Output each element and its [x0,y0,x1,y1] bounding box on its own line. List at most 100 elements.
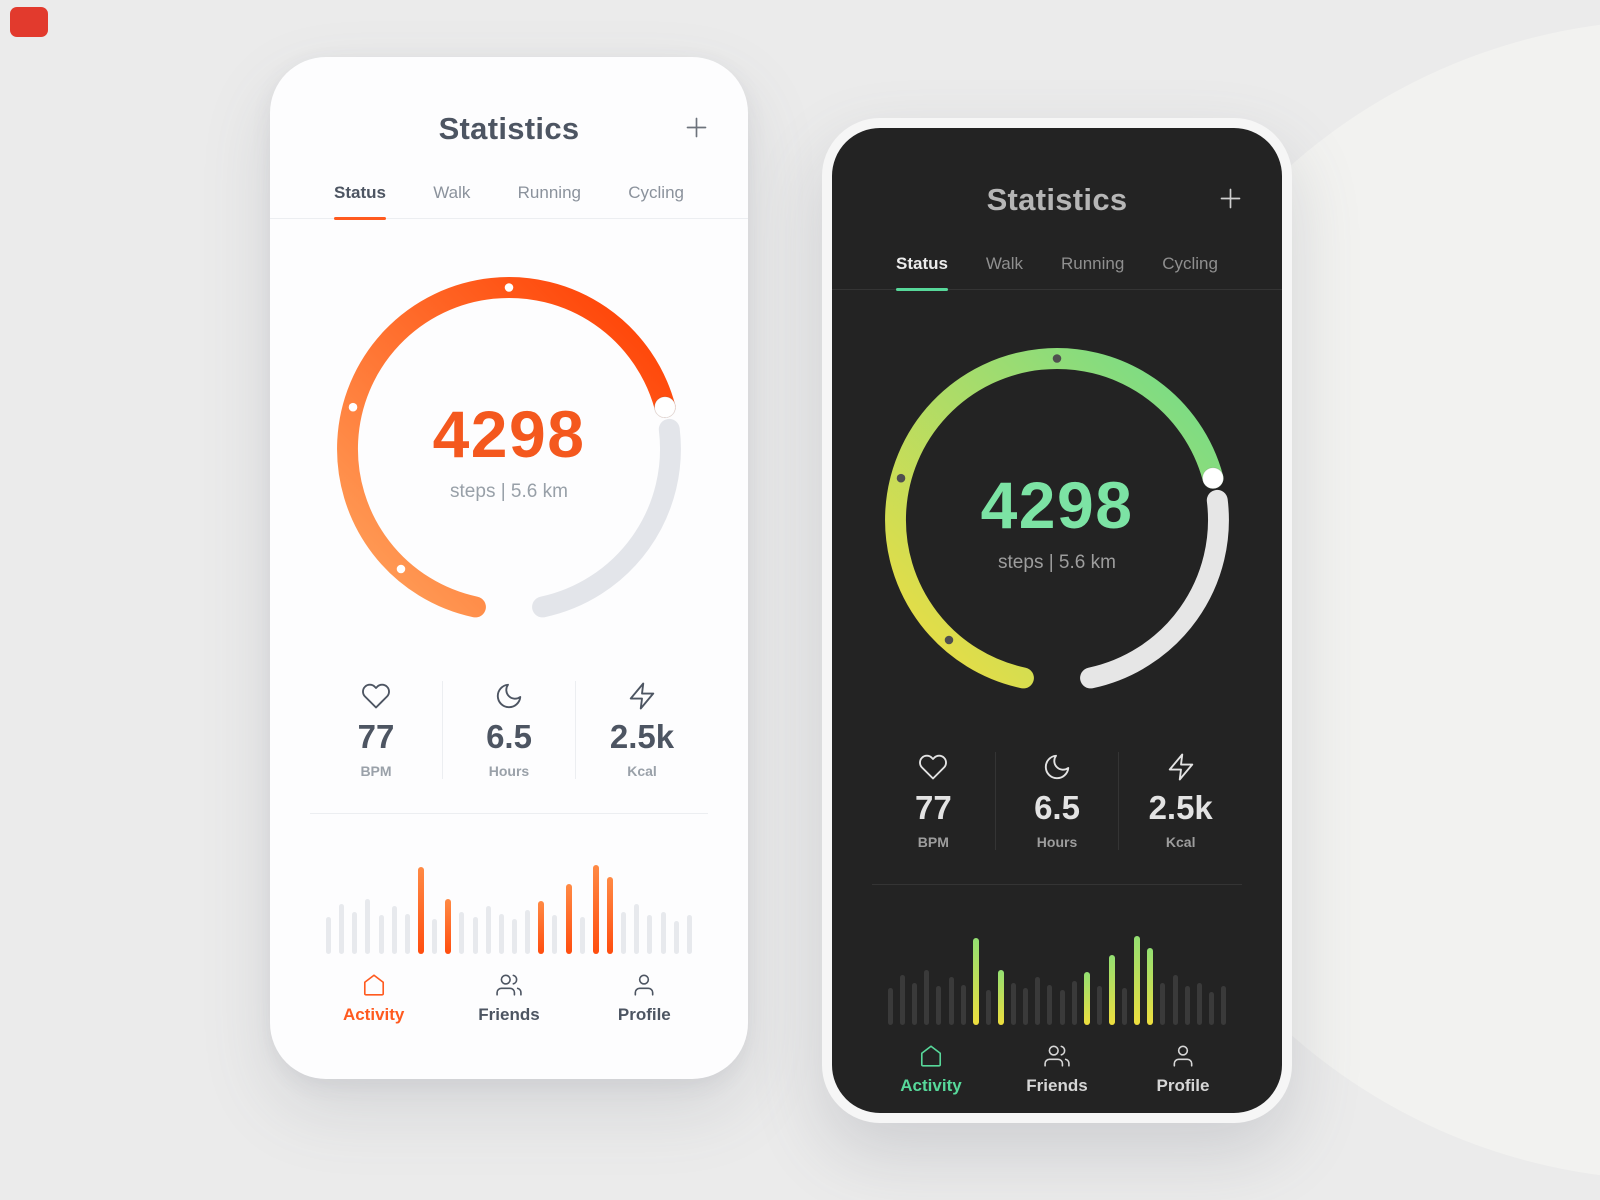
heart-icon [919,754,948,780]
chart-bar [1208,991,1214,1025]
chart-bar [660,911,666,954]
chart-bar [472,917,478,954]
nav-friends[interactable]: Friends [994,1043,1120,1096]
friends-icon [496,974,522,996]
add-button[interactable] [1212,180,1248,216]
chart-bar [1071,980,1077,1025]
steps-subtitle: steps | 5.6 km [450,480,568,502]
chart-bar [552,915,558,954]
home-icon [920,1045,942,1067]
chart-bar [606,876,613,954]
nav-friends[interactable]: Friends [441,972,576,1025]
progress-ring: 4298 steps | 5.6 km [319,259,699,639]
divider [310,813,708,814]
chart-bar [948,977,954,1025]
stat-heart-rate: 77 BPM [872,752,995,850]
chart-bar [339,904,345,954]
nav-label: Friends [478,1005,540,1024]
progress-ring: 4298 steps | 5.6 km [867,330,1247,710]
ring-center: 4298 steps | 5.6 km [319,259,699,639]
chart-bar [592,864,599,954]
stat-label: BPM [360,763,392,779]
stat-value: 6.5 [1034,789,1080,826]
nav-activity[interactable]: Activity [306,972,441,1025]
nav-profile[interactable]: Profile [577,972,712,1025]
chart-bar [912,982,918,1025]
stat-label: Hours [488,763,530,779]
stat-sleep-hours: 6.5 Hours [994,752,1119,850]
stat-calories: 2.5k Kcal [1118,752,1242,850]
chart-bar [1023,988,1029,1025]
home-icon [363,974,384,996]
chart-bar [673,920,679,954]
nav-label: Profile [1156,1076,1210,1095]
chart-bar [404,913,410,954]
ring-knob [654,396,676,419]
profile-icon [634,974,654,996]
stat-label: Kcal [627,763,657,779]
chart-bar [997,969,1004,1025]
chart-bar [634,904,640,954]
ring-knob [1202,467,1224,490]
chart-bar [565,884,572,954]
chart-bar [432,919,438,954]
chart-bar [326,917,331,954]
tab-bar: Status Walk Running Cycling [832,254,1282,290]
chart-bar [1108,955,1115,1025]
tab-cycling[interactable]: Cycling [628,183,684,202]
stat-sleep-hours: 6.5 Hours [442,681,575,779]
tab-status[interactable]: Status [896,254,948,289]
header: Statistics [832,128,1282,222]
stat-calories: 2.5k Kcal [575,681,708,779]
steps-value: 4298 [980,467,1134,542]
chart-bar [445,898,452,954]
activity-bar-chart [326,862,692,954]
tab-bar: Status Walk Running Cycling [270,183,748,219]
nav-activity[interactable]: Activity [868,1043,994,1096]
tab-walk[interactable]: Walk [985,254,1024,273]
chart-bar [417,866,424,954]
tab-running[interactable]: Running [517,183,581,202]
stat-heart-rate: 77 BPM [310,681,442,779]
chart-bar [1096,986,1102,1025]
stat-value: 77 [357,718,395,755]
tab-cycling[interactable]: Cycling [1162,254,1218,273]
chart-bar [1160,982,1166,1025]
tab-running[interactable]: Running [1060,254,1125,273]
phone-dark: Statistics Status Walk Running Cycling [822,118,1292,1123]
chart-bar [511,919,517,954]
page-title: Statistics [986,182,1128,217]
chart-bar [1147,947,1154,1025]
plus-icon [686,117,706,137]
stat-label: BPM [917,834,949,850]
nav-label: Friends [1026,1076,1088,1095]
chart-bar [525,909,531,954]
bolt-icon [629,682,655,710]
progress-ring-graphic [885,348,1229,689]
stat-value: 6.5 [486,718,532,755]
nav-label: Activity [342,1005,405,1024]
chart-bar [1047,984,1053,1025]
chart-bar [1122,988,1128,1025]
stat-value: 77 [914,789,952,826]
chart-bar [924,969,930,1025]
bottom-nav: Activity Friends Profile [306,972,712,1025]
corner-marker [10,7,48,37]
chart-bar [579,917,585,954]
tab-status[interactable]: Status [334,183,386,218]
stats-row: 77 BPM 6.5 Hours 2.5k Kcal [310,681,708,779]
chart-bar [1220,986,1226,1025]
tab-walk[interactable]: Walk [433,183,471,202]
chart-bar [1083,971,1090,1025]
chart-bar [1172,975,1178,1025]
stat-value: 2.5k [609,718,675,755]
nav-profile[interactable]: Profile [1120,1043,1246,1096]
chart-bar [365,898,371,954]
chart-bar [498,913,504,954]
chart-bar [391,906,397,954]
moon-icon [1044,754,1070,780]
chart-bar [459,911,465,954]
chart-bar [900,975,906,1025]
add-button[interactable] [678,109,714,145]
heart-icon [362,683,390,709]
